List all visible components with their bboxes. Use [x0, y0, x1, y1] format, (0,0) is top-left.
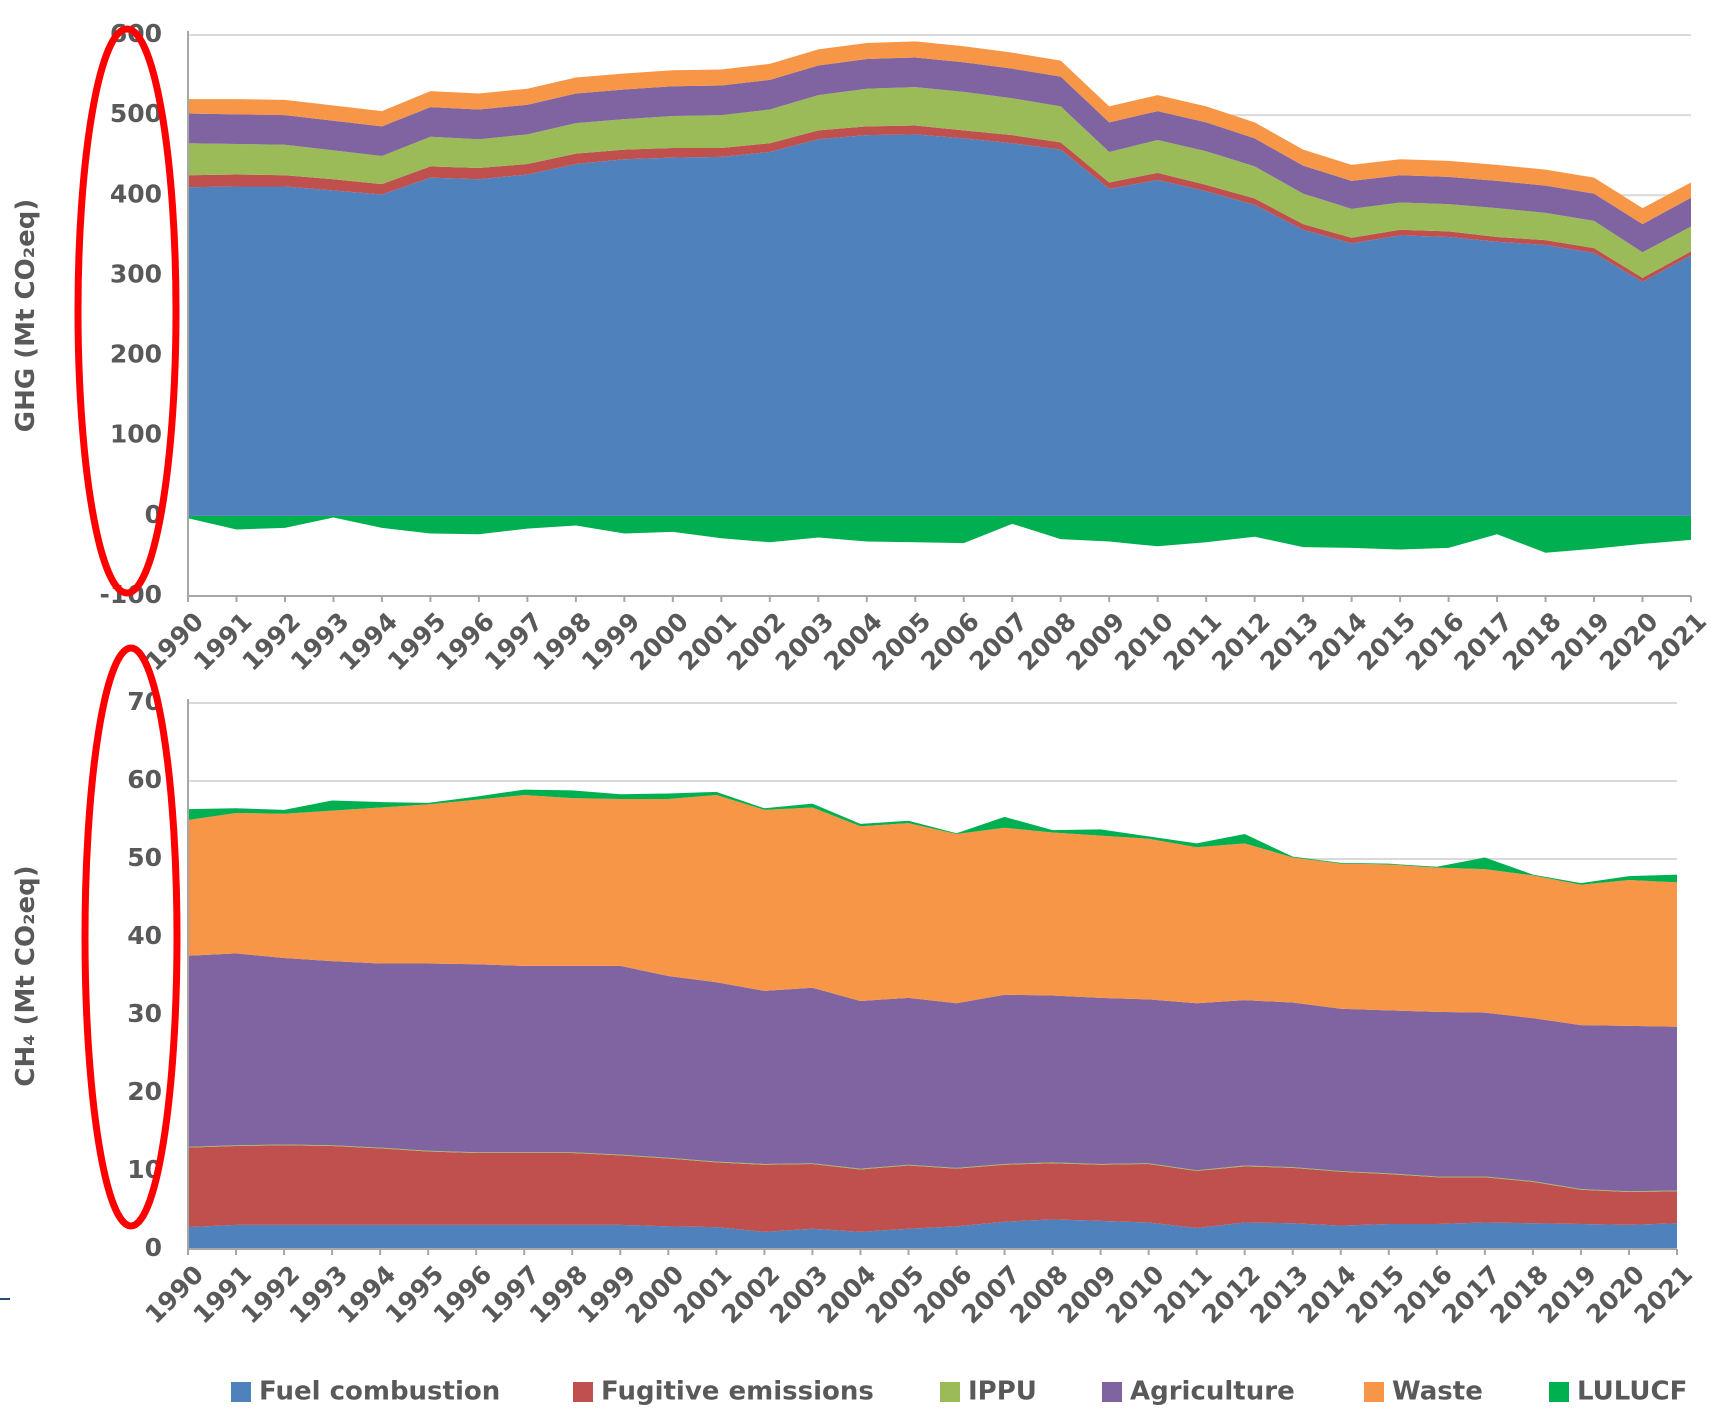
legend-label: LULUCF [1577, 1377, 1687, 1407]
y-tick-label: 0 [145, 1233, 162, 1262]
legend-label: Waste [1392, 1377, 1483, 1407]
highlight-ellipse [74, 25, 180, 597]
legend-swatch [231, 1382, 251, 1402]
y-tick-label: 300 [110, 259, 162, 288]
area: Fuel combustion [188, 1219, 1677, 1249]
legend-label: Agriculture [1130, 1377, 1295, 1407]
legend-swatch [573, 1382, 593, 1402]
area: IPPU [188, 87, 1691, 278]
area: Waste [188, 41, 1691, 225]
y-tick-label: 100 [110, 420, 162, 449]
y-axis-label: GHG (Mt CO₂eq) [11, 199, 41, 432]
area: Fugitive emissions [188, 1145, 1677, 1232]
legend-swatch [940, 1382, 960, 1402]
area: LULUCF [188, 515, 1691, 553]
y-tick-label: 20 [127, 1077, 162, 1106]
highlight-ellipse [81, 644, 181, 1230]
legend-swatch [1549, 1382, 1569, 1402]
y-tick-label: 200 [110, 340, 162, 369]
area: Waste [188, 795, 1677, 1027]
area: Fugitive emissions [188, 125, 1691, 282]
legend-swatch [1364, 1382, 1384, 1402]
area: Agriculture [188, 57, 1691, 253]
y-tick-label: 30 [127, 999, 162, 1028]
area: Agriculture [188, 953, 1677, 1192]
legend-swatch [1102, 1382, 1122, 1402]
legend-label: Fuel combustion [259, 1377, 500, 1407]
y-tick-label: 40 [127, 921, 162, 950]
y-tick-label: 500 [110, 99, 162, 128]
y-axis-label: CH₄ (Mt CO₂eq) [11, 865, 41, 1086]
y-tick-label: 400 [110, 179, 162, 208]
legend-label: IPPU [968, 1377, 1037, 1407]
y-tick-label: 60 [127, 765, 162, 794]
legend-label: Fugitive emissions [601, 1377, 874, 1407]
area: Fuel combustion [188, 134, 1691, 516]
y-tick-label: 50 [127, 843, 162, 872]
